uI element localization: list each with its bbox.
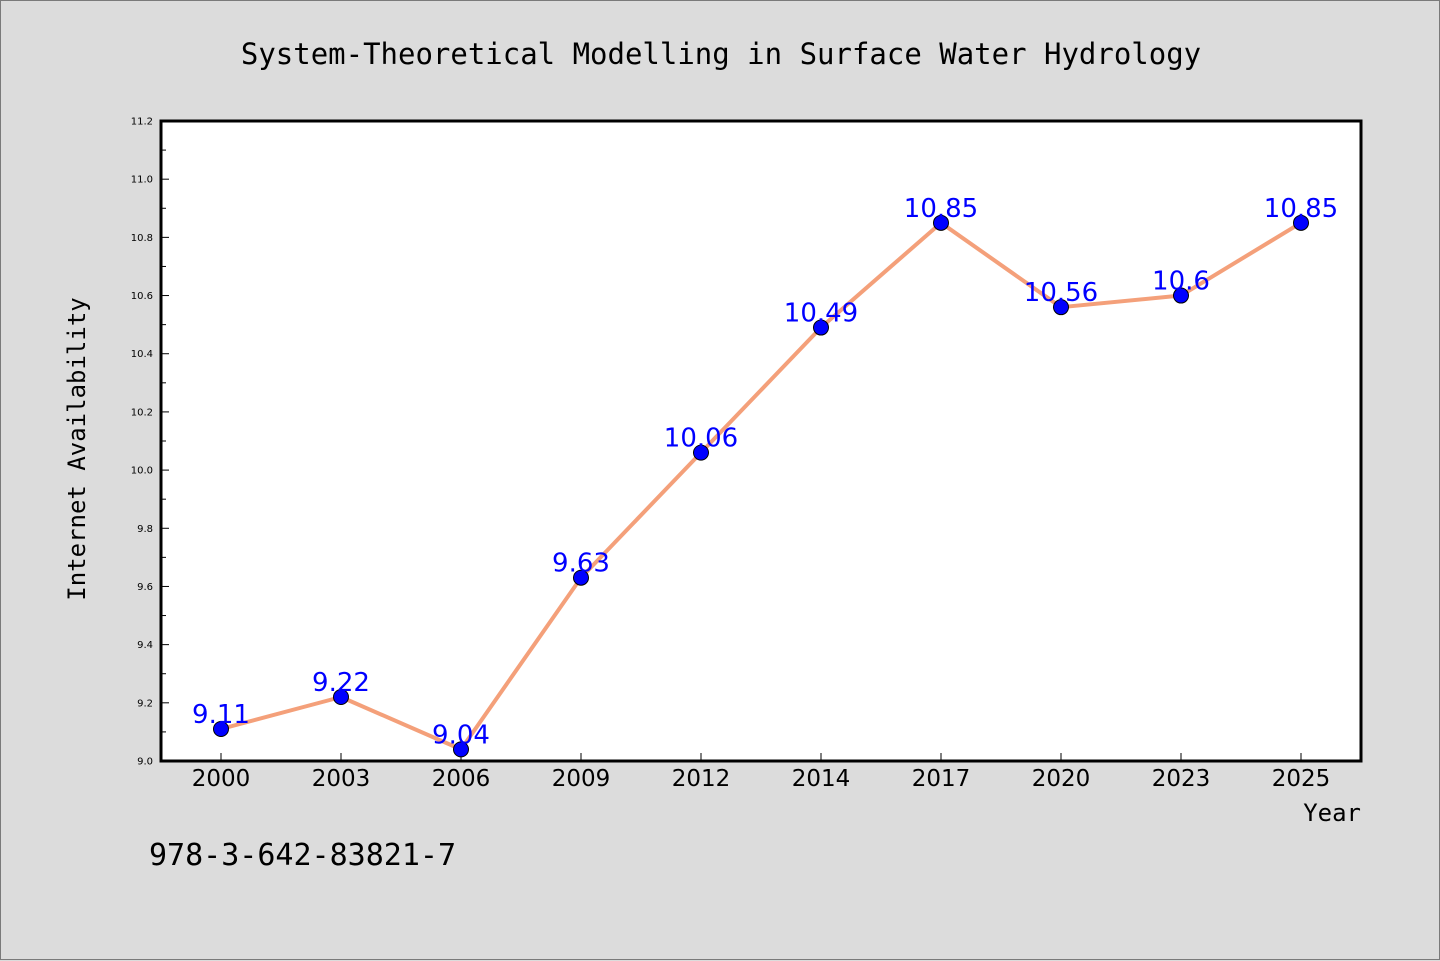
y-tick-label: 9.4 bbox=[137, 640, 153, 651]
y-tick-label: 10.8 bbox=[131, 233, 153, 244]
data-label: 10.49 bbox=[784, 299, 858, 329]
y-tick-label: 10.0 bbox=[131, 466, 153, 477]
data-point-marker bbox=[1173, 287, 1189, 304]
data-label: 10.6 bbox=[1152, 267, 1210, 297]
data-point-marker bbox=[933, 214, 949, 231]
data-point-marker bbox=[813, 319, 829, 336]
data-point-marker bbox=[693, 444, 709, 461]
data-label: 10.06 bbox=[664, 424, 738, 454]
x-tick-label: 2012 bbox=[672, 766, 731, 792]
y-tick-label: 9.2 bbox=[137, 698, 153, 709]
data-label: 9.11 bbox=[192, 700, 250, 730]
data-point-marker bbox=[333, 689, 349, 705]
x-tick-label: 2000 bbox=[192, 766, 251, 792]
y-axis-label: Internet Availability bbox=[63, 297, 91, 600]
footnote: 978-3-642-83821-7 bbox=[149, 838, 456, 873]
x-tick-label: 2020 bbox=[1032, 766, 1091, 792]
x-tick-label: 2025 bbox=[1272, 766, 1331, 792]
y-tick-label: 10.4 bbox=[131, 349, 153, 360]
x-tick-label: 2009 bbox=[552, 766, 611, 792]
y-tick-label: 11.2 bbox=[131, 117, 153, 128]
data-label: 10.56 bbox=[1024, 278, 1098, 308]
y-tick-label: 10.2 bbox=[131, 407, 153, 418]
x-tick-label: 2014 bbox=[792, 766, 851, 792]
x-axis-ticks: 2000 2003 2006 2009 2012 2014 2017 2020 2023 2025 bbox=[192, 753, 1331, 792]
series-markers bbox=[213, 214, 1309, 758]
x-axis-label: Year bbox=[1303, 799, 1361, 827]
data-labels: 9.11 9.22 9.04 9.63 10.06 10.49 10.85 10.56 10.6… bbox=[192, 194, 1338, 751]
data-label: 9.22 bbox=[312, 668, 370, 698]
y-tick-label: 9.0 bbox=[137, 757, 153, 768]
x-tick-label: 2006 bbox=[432, 766, 491, 792]
data-point-marker bbox=[1053, 299, 1069, 316]
data-label: 10.85 bbox=[904, 194, 978, 224]
plot-area bbox=[161, 121, 1361, 761]
y-axis-ticks: 9.0 9.2 9.4 9.6 9.8 10.0 10.2 10.4 10.6 10.8 11.0 1… bbox=[131, 117, 169, 768]
data-point-marker bbox=[1293, 214, 1309, 231]
data-point-marker bbox=[573, 569, 589, 586]
data-label: 10.85 bbox=[1264, 194, 1338, 224]
data-point-marker bbox=[453, 741, 469, 758]
data-point-marker bbox=[213, 721, 229, 737]
x-tick-label: 2023 bbox=[1152, 766, 1211, 792]
x-tick-label: 2003 bbox=[312, 766, 371, 792]
chart-title: System-Theoretical Modelling in Surface … bbox=[241, 37, 1201, 71]
y-tick-label: 11.0 bbox=[131, 175, 153, 186]
series-line bbox=[219, 220, 1303, 752]
data-label: 9.63 bbox=[552, 549, 610, 579]
y-tick-label: 9.8 bbox=[137, 524, 153, 535]
data-label: 9.04 bbox=[432, 720, 490, 750]
y-tick-label: 9.6 bbox=[137, 582, 153, 593]
y-tick-label: 10.6 bbox=[131, 291, 153, 302]
x-tick-label: 2017 bbox=[912, 766, 971, 792]
plot-frame bbox=[159, 119, 1363, 763]
